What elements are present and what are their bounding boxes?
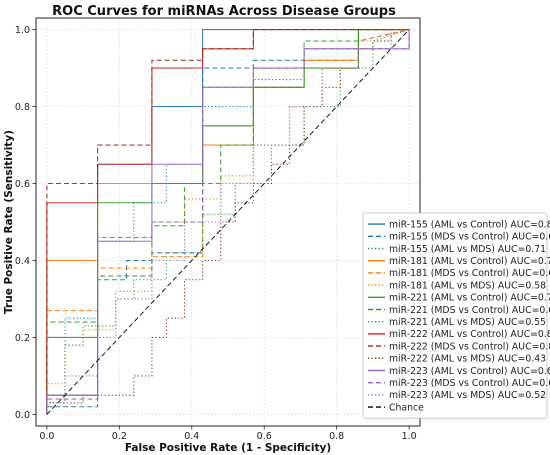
legend-entry: miR-181 (AML vs MDS) AUC=0.58 (389, 280, 546, 291)
legend-entry: miR-223 (AML vs Control) AUC=0.69 (389, 366, 550, 377)
legend-entry: miR-223 (MDS vs Control) AUC=0.68 (389, 378, 550, 389)
y-tick-label: 0.6 (15, 179, 30, 190)
legend-entry: miR-223 (AML vs MDS) AUC=0.52 (389, 390, 546, 401)
roc-curve-11 (46, 29, 410, 415)
roc-curve-7 (46, 29, 410, 415)
x-tick-label: 0.2 (112, 431, 127, 442)
y-tick-label: 0.0 (15, 410, 30, 421)
x-tick-label: 0.4 (184, 431, 199, 442)
legend-entry: miR-222 (MDS vs Control) AUC=0.87 (389, 341, 550, 352)
legend-entry: miR-222 (AML vs MDS) AUC=0.43 (389, 354, 546, 365)
legend-entry: miR-221 (AML vs Control) AUC=0.72 (389, 293, 550, 304)
x-tick-label: 0.8 (329, 431, 344, 442)
legend-entry: miR-181 (AML vs Control) AUC=0.71 (389, 256, 550, 267)
y-tick-label: 1.0 (15, 25, 30, 36)
legend-entry: Chance (389, 402, 424, 413)
ticks: 0.0 0.2 0.4 0.6 0.8 1.0 0.0 0.2 0.4 0.6 0.8 1.0 (15, 25, 417, 442)
legend-entry: miR-155 (AML vs MDS) AUC=0.71 (389, 244, 546, 255)
x-axis-label: False Positive Rate (1 - Specificity) (125, 442, 331, 454)
x-tick-label: 0.0 (39, 431, 54, 442)
chart-title: ROC Curves for miRNAs Across Disease Gro… (52, 4, 396, 19)
roc-curve-10 (46, 29, 410, 415)
y-tick-label: 0.4 (15, 256, 30, 267)
legend: miR-155 (AML vs Control) AUC=0.81 miR-155… (362, 212, 550, 419)
roc-curve-13 (46, 29, 410, 415)
legend-box (362, 212, 548, 419)
y-axis-label: True Positive Rate (Sensitivity) (3, 130, 15, 314)
y-tick-label: 0.2 (15, 333, 30, 344)
legend-entry: miR-221 (MDS vs Control) AUC=0.66 (389, 305, 550, 316)
roc-curve-15 (46, 29, 410, 415)
x-tick-label: 0.6 (257, 431, 272, 442)
x-tick-label: 1.0 (402, 431, 417, 442)
legend-entry: miR-181 (MDS vs Control) AUC=0.64 (389, 268, 550, 279)
legend-entry: miR-222 (AML vs Control) AUC=0.86 (389, 329, 550, 340)
legend-entry: miR-155 (MDS vs Control) AUC=0.65 (389, 232, 550, 243)
series-layer (46, 29, 410, 415)
roc-curve-8 (46, 29, 410, 415)
y-tick-label: 0.8 (15, 102, 30, 113)
legend-entry: miR-221 (AML vs MDS) AUC=0.55 (389, 317, 546, 328)
legend-entry: miR-155 (AML vs Control) AUC=0.81 (389, 219, 550, 230)
